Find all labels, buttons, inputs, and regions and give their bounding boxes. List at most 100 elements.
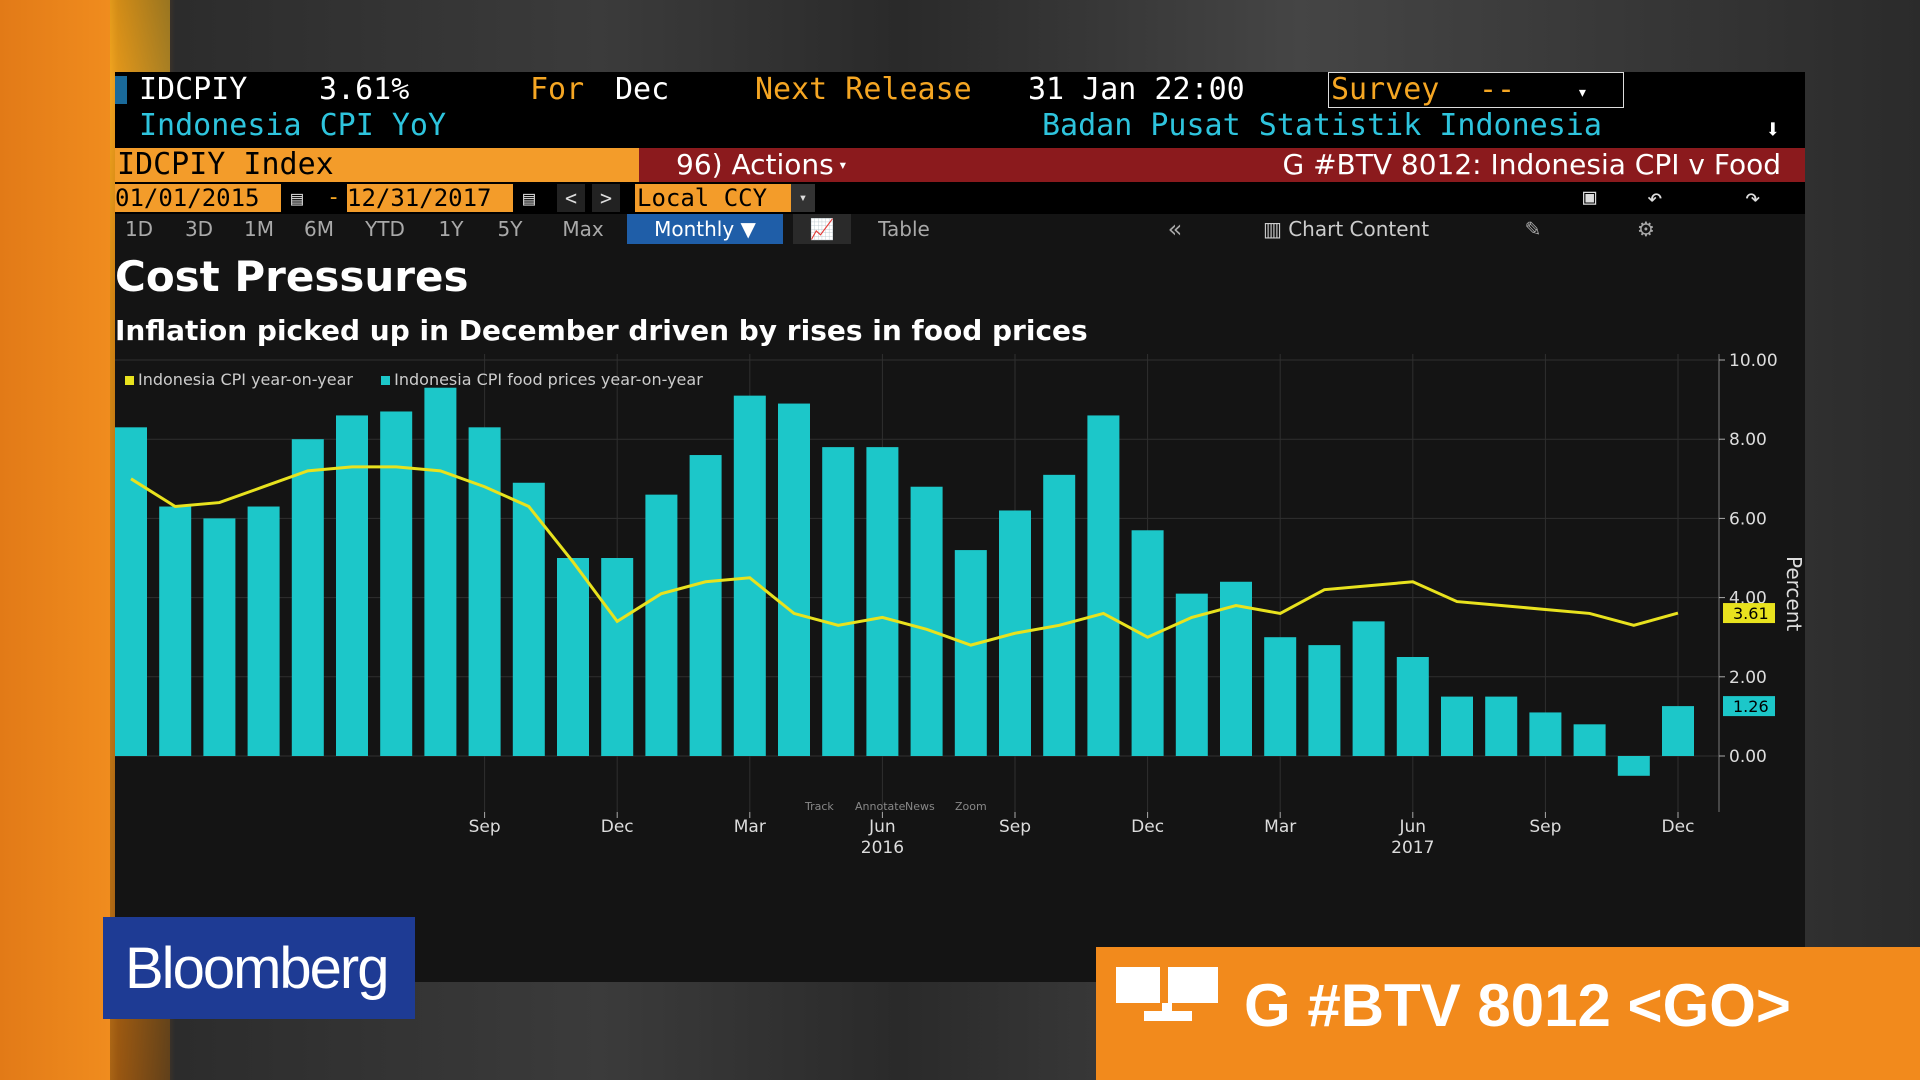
- chart-plot: 10.008.006.004.002.000.00Percent3.611.26…: [115, 351, 1805, 858]
- bar-food-cpi: [203, 518, 236, 756]
- actions-menu[interactable]: 96) Actions ▾: [648, 148, 872, 182]
- bar-food-cpi: [1220, 581, 1252, 756]
- calendar-icon[interactable]: ▤: [291, 186, 304, 210]
- previous-period-button[interactable]: <: [557, 184, 585, 212]
- table-button[interactable]: Table: [878, 217, 930, 241]
- bar-food-cpi: [424, 387, 457, 756]
- news-button[interactable]: News: [905, 800, 935, 813]
- ticker-value: 3.61%: [319, 72, 410, 107]
- bar-food-cpi: [1131, 530, 1164, 756]
- export-icon[interactable]: ⬇: [1765, 115, 1781, 145]
- go-command-text: G #BTV 8012 <GO>: [1244, 972, 1791, 1039]
- bloomberg-logo: Bloomberg: [103, 917, 415, 1019]
- last-value-label-food-box: [1723, 696, 1775, 717]
- security-field[interactable]: IDCPIY Index: [115, 148, 639, 182]
- survey-field[interactable]: Survey -- ▾: [1328, 72, 1624, 108]
- period-button-5y[interactable]: 5Y: [497, 217, 523, 241]
- period-button-1y[interactable]: 1Y: [438, 217, 464, 241]
- line-cpi: [130, 465, 1679, 647]
- frequency-select[interactable]: Monthly ▼: [627, 214, 783, 244]
- redo-icon[interactable]: ↷: [1745, 183, 1761, 213]
- calendar-icon[interactable]: ▤: [523, 186, 536, 210]
- bar-food-cpi: [512, 482, 545, 756]
- chart-content-button[interactable]: ▥ Chart Content: [1232, 214, 1460, 244]
- header-row-1: IDCPIY 3.61% For Dec Next Release 31 Jan…: [115, 72, 1805, 108]
- bloomberg-brand: Bloomberg: [125, 936, 389, 1001]
- chevron-down-icon: ▼: [740, 217, 756, 241]
- bar-food-cpi: [115, 427, 147, 756]
- end-date-value: 12/31/2017: [347, 184, 492, 212]
- bar-food-cpi: [1573, 724, 1606, 756]
- bar-food-cpi: [866, 447, 899, 756]
- y-tick-label: 10.00: [1729, 351, 1778, 371]
- bar-food-cpi: [1396, 657, 1429, 756]
- legend-swatch-cpi: [125, 376, 134, 385]
- x-tick-label: Dec: [601, 817, 634, 837]
- ticker-symbol: IDCPIY: [139, 72, 248, 107]
- title-banner: [639, 148, 1805, 182]
- last-value-label-cpi-box: [1723, 603, 1775, 624]
- security-name: IDCPIY Index: [117, 147, 334, 182]
- bar-food-cpi: [1617, 756, 1650, 776]
- collapse-icon[interactable]: «: [1167, 215, 1183, 243]
- next-period-button[interactable]: >: [592, 184, 620, 212]
- data-source: Badan Pusat Statistik Indonesia: [1042, 108, 1602, 143]
- bar-food-cpi: [1529, 712, 1562, 756]
- period-button-max[interactable]: Max: [562, 217, 604, 241]
- next-release-label: Next Release: [755, 72, 972, 107]
- monitor-icon[interactable]: ▣: [1583, 185, 1597, 210]
- bar-food-cpi: [468, 427, 501, 756]
- actions-label: 96) Actions: [676, 148, 834, 181]
- header-row-3: IDCPIY Index 96) Actions ▾ G #BTV 8012: …: [115, 148, 1805, 182]
- bar-food-cpi: [822, 447, 855, 756]
- zoom-button[interactable]: Zoom: [955, 800, 987, 813]
- bar-food-cpi: [1308, 645, 1341, 756]
- start-date-field[interactable]: 01/01/2015: [115, 184, 281, 212]
- chart-area: 10.00 8.00 6.00 4.00 2.00 0.00 Percent 3.61 1.26…: [115, 244, 1805, 982]
- legend-item-food: Indonesia CPI food prices year-on-year: [394, 370, 703, 389]
- undo-icon[interactable]: ↶: [1647, 183, 1663, 213]
- edit-icon[interactable]: ✎: [1524, 217, 1542, 241]
- x-tick-label: Dec: [1662, 817, 1695, 837]
- next-release-value: 31 Jan 22:00: [1028, 72, 1245, 107]
- bar-food-cpi: [1485, 696, 1518, 756]
- bar-food-cpi: [1087, 415, 1120, 756]
- chart-content-label: Chart Content: [1288, 217, 1430, 241]
- x-tick-label: Sep: [1529, 817, 1561, 837]
- toolbar-row: 1D 3D 1M 6M YTD 1Y 5Y Max Monthly ▼ 📈 Ta…: [115, 214, 1805, 244]
- bar-food-cpi: [1441, 696, 1473, 756]
- period-button-ytd[interactable]: YTD: [365, 217, 405, 241]
- currency-select[interactable]: Local CCY: [635, 184, 791, 212]
- period-button-3d[interactable]: 3D: [184, 217, 214, 241]
- survey-value: --: [1479, 72, 1516, 107]
- actions-dropdown-icon: ▾: [838, 155, 848, 174]
- bar-food-cpi: [778, 403, 810, 756]
- date-range-row: 01/01/2015 ▤ - 12/31/2017 ▤ < > Local CC…: [115, 184, 1805, 212]
- chevron-down-icon[interactable]: ▾: [791, 184, 815, 212]
- for-period: Dec: [615, 72, 670, 107]
- bar-food-cpi: [336, 415, 368, 756]
- period-button-1m[interactable]: 1M: [244, 217, 274, 241]
- end-date-field[interactable]: 12/31/2017: [347, 184, 513, 212]
- bloomberg-terminal-panel: IDCPIY 3.61% For Dec Next Release 31 Jan…: [115, 72, 1805, 982]
- period-button-1d[interactable]: 1D: [124, 217, 154, 241]
- x-tick-label: Sep: [999, 817, 1031, 837]
- bar-food-cpi: [954, 550, 987, 756]
- bar-food-cpi: [1352, 621, 1385, 756]
- y-tick-label: 0.00: [1729, 747, 1767, 767]
- x-tick-label: Mar: [734, 817, 766, 837]
- start-date-value: 01/01/2015: [115, 184, 260, 212]
- period-button-6m[interactable]: 6M: [304, 217, 334, 241]
- gear-icon[interactable]: ⚙: [1637, 217, 1655, 241]
- bar-food-cpi: [1662, 706, 1694, 756]
- annotate-button[interactable]: Annotate: [855, 800, 906, 813]
- legend-swatch-food: [381, 376, 391, 385]
- y-axis-label: Percent: [1782, 556, 1805, 631]
- bar-food-cpi: [247, 506, 280, 756]
- header-row-2: Indonesia CPI YoY Badan Pusat Statistik …: [115, 108, 1805, 145]
- line-chart-icon[interactable]: 📈: [793, 214, 851, 244]
- track-button[interactable]: Track: [804, 800, 834, 813]
- bar-food-cpi: [159, 506, 192, 756]
- chart-subtitle: Inflation picked up in December driven b…: [115, 314, 1088, 347]
- bar-food-cpi: [645, 494, 678, 756]
